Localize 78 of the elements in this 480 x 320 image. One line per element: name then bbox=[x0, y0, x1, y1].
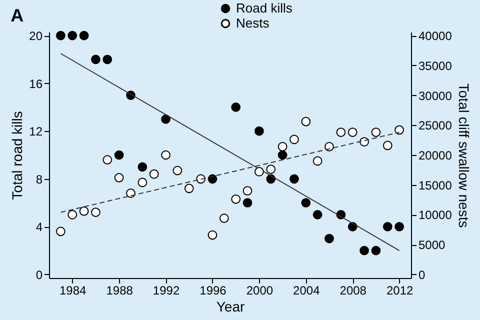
point bbox=[242, 198, 252, 208]
point bbox=[324, 142, 334, 152]
y2-tick-label: 5000 bbox=[418, 238, 446, 252]
point bbox=[68, 210, 78, 220]
x-tick-label: 1992 bbox=[152, 284, 180, 298]
point bbox=[126, 188, 136, 198]
point bbox=[266, 164, 276, 174]
y-tick-label: 16 bbox=[29, 76, 43, 91]
point bbox=[219, 214, 229, 223]
point bbox=[394, 125, 404, 135]
point bbox=[360, 246, 369, 256]
point bbox=[208, 230, 218, 240]
point bbox=[56, 226, 66, 236]
point bbox=[394, 222, 404, 232]
x-axis-title: Year bbox=[216, 298, 245, 314]
y2-tick-label: 30000 bbox=[418, 88, 452, 103]
point bbox=[114, 150, 124, 160]
point bbox=[184, 184, 194, 194]
point bbox=[348, 128, 358, 137]
y-tick-label: 8 bbox=[36, 172, 43, 186]
point bbox=[254, 167, 264, 176]
point bbox=[336, 128, 346, 137]
point bbox=[382, 140, 392, 150]
point bbox=[254, 126, 264, 136]
point bbox=[360, 137, 369, 147]
point bbox=[68, 30, 78, 40]
point bbox=[301, 116, 311, 126]
y-tick-label: 12 bbox=[29, 124, 43, 139]
point bbox=[242, 186, 252, 196]
point bbox=[138, 162, 148, 172]
y2-tick-label: 15000 bbox=[418, 178, 452, 192]
y2-tick-label: 35000 bbox=[418, 58, 452, 73]
legend-label: Road kills bbox=[236, 0, 293, 16]
point bbox=[371, 128, 381, 137]
legend-label: Nests bbox=[236, 16, 270, 30]
y2-tick-label: 20000 bbox=[418, 148, 452, 162]
y-tick-label: 0 bbox=[36, 268, 43, 282]
point bbox=[290, 134, 299, 144]
point bbox=[382, 222, 392, 232]
point bbox=[231, 102, 241, 112]
point bbox=[149, 169, 159, 179]
x-tick-label: 1988 bbox=[106, 284, 134, 298]
point bbox=[79, 30, 89, 40]
y2-tick-label: 40000 bbox=[418, 29, 452, 44]
y-tick-label: 4 bbox=[36, 220, 43, 234]
point bbox=[278, 142, 288, 152]
y2-tick-label: 0 bbox=[418, 268, 426, 282]
y2-axis-title: Total cliff swallow nests bbox=[456, 83, 472, 228]
point bbox=[290, 174, 299, 184]
point bbox=[114, 173, 124, 182]
x-tick-label: 2004 bbox=[293, 284, 320, 298]
point bbox=[278, 150, 288, 160]
point bbox=[312, 156, 322, 166]
y2-tick-label: 10000 bbox=[418, 208, 452, 222]
point bbox=[161, 150, 170, 160]
point bbox=[91, 208, 100, 217]
point bbox=[371, 246, 381, 256]
x-tick-label: 2000 bbox=[246, 284, 274, 298]
point bbox=[301, 198, 311, 208]
point bbox=[312, 210, 322, 220]
point bbox=[231, 194, 241, 204]
point bbox=[91, 54, 100, 64]
y-axis-title: Total road kills bbox=[9, 111, 26, 200]
chart-title: A bbox=[10, 5, 24, 26]
point bbox=[161, 114, 170, 124]
y2-tick-label: 25000 bbox=[418, 118, 452, 133]
point bbox=[79, 206, 89, 216]
x-tick-label: 1996 bbox=[200, 284, 227, 298]
x-tick-label: 1984 bbox=[60, 284, 87, 298]
point bbox=[138, 178, 148, 188]
x-tick-label: 2008 bbox=[340, 284, 367, 298]
point bbox=[102, 155, 112, 164]
point bbox=[324, 234, 334, 244]
y-tick-label: 20 bbox=[29, 29, 43, 44]
point bbox=[102, 54, 112, 64]
point bbox=[56, 30, 66, 40]
point bbox=[172, 166, 182, 176]
x-tick-label: 2012 bbox=[386, 284, 414, 298]
